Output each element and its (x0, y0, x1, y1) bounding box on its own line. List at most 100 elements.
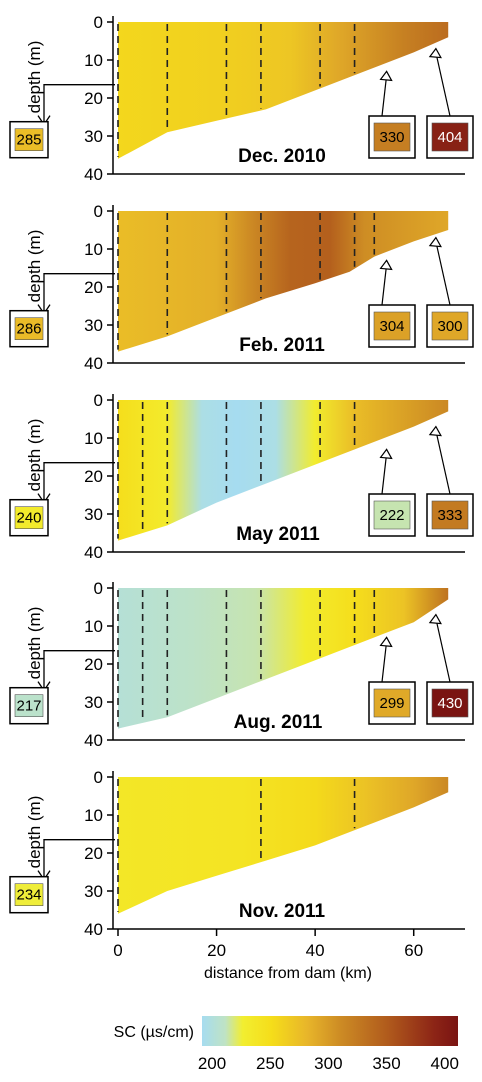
panel-3: 0 10 20 30 40 depth (m) May 2011 240 222 333 (9, 391, 474, 562)
panel-4: 0 10 20 30 40 depth (m) Aug. 2011 217 299 430 (9, 579, 474, 750)
colorbar-label: SC (µs/cm) (114, 1024, 194, 1041)
sc-value-swatch (373, 688, 411, 718)
x-tick-label: 20 (207, 941, 226, 960)
x-tick-label: 60 (404, 941, 423, 960)
dam-callout-arrow (43, 273, 115, 314)
sc-value-label: 234 (16, 887, 41, 904)
colorbar-tick-label: 400 (431, 1054, 459, 1073)
sc-value-swatch (373, 311, 411, 341)
sc-value-label: 330 (379, 129, 404, 146)
callout-arrow-head (428, 613, 442, 625)
y-tick-label: 40 (84, 731, 103, 750)
callout-pointer (381, 641, 388, 683)
sc-value-swatch (431, 122, 469, 152)
sc-cross-section (118, 777, 449, 914)
callout-arrow-head (379, 448, 393, 460)
callout-pointer (381, 264, 388, 306)
sc-cross-section (118, 400, 449, 541)
y-axis-title: depth (m) (25, 419, 44, 492)
y-tick-label: 30 (84, 127, 103, 146)
sc-value-label: 304 (379, 318, 404, 335)
sc-value-swatch (431, 311, 469, 341)
callout-arrow-head (428, 425, 442, 437)
panel-title: Aug. 2011 (234, 712, 323, 733)
panel-1: 0 10 20 30 40 depth (m) Dec. 2010 285 330 404 (9, 13, 474, 184)
y-tick-label: 30 (84, 882, 103, 901)
colorbar-tick-label: 200 (198, 1054, 226, 1073)
dam-callout-arrow (43, 650, 115, 691)
sc-value-swatch (14, 128, 44, 151)
sc-value-label: 299 (379, 695, 404, 712)
panel-title: May 2011 (236, 524, 320, 545)
y-axis-title: depth (m) (25, 230, 44, 303)
colorbar: SC (µs/cm)200 250 300 350 400 (114, 1016, 459, 1073)
sc-value-swatch (14, 506, 44, 530)
sc-cross-section (118, 588, 449, 729)
y-tick-label: 0 (94, 391, 103, 410)
y-tick-label: 10 (84, 240, 103, 259)
y-tick-label: 40 (84, 354, 103, 373)
y-tick-label: 30 (84, 505, 103, 524)
y-tick-label: 20 (84, 89, 103, 108)
callout-arrow-head (428, 47, 442, 59)
y-tick-label: 20 (84, 278, 103, 297)
sc-value-label: 217 (16, 698, 41, 715)
x-tick-label: 40 (306, 941, 325, 960)
y-tick-label: 0 (94, 579, 103, 598)
y-axis-title: depth (m) (25, 607, 44, 680)
sc-value-label: 240 (16, 510, 41, 527)
sc-value-label: 300 (437, 318, 462, 335)
y-tick-label: 40 (84, 543, 103, 562)
sc-value-swatch (431, 688, 469, 718)
sc-cross-section (118, 22, 449, 159)
callout-pointer (381, 75, 388, 117)
y-tick-label: 20 (84, 655, 103, 674)
colorbar-gradient (202, 1016, 458, 1046)
y-tick-label: 20 (84, 467, 103, 486)
panel-5: 0 10 20 30 40 depth (m) Nov. 2011 234 (9, 768, 465, 939)
callout-pointer (435, 618, 451, 683)
y-tick-label: 30 (84, 693, 103, 712)
sc-value-swatch (373, 122, 411, 152)
callout-pointer (435, 52, 451, 117)
sc-value-label: 430 (437, 695, 462, 712)
sc-value-swatch (14, 317, 44, 341)
sc-cross-section (118, 211, 449, 352)
y-tick-label: 10 (84, 806, 103, 825)
panel-2: 0 10 20 30 40 depth (m) Feb. 2011 286 304 300 (9, 202, 474, 373)
y-axis-title: depth (m) (25, 41, 44, 114)
sc-value-label: 222 (379, 507, 404, 524)
dam-callout-arrow (43, 84, 115, 125)
y-tick-label: 30 (84, 316, 103, 335)
x-tick-label: 0 (113, 941, 122, 960)
y-tick-label: 0 (94, 202, 103, 221)
y-tick-label: 20 (84, 844, 103, 863)
panel-title: Nov. 2011 (239, 901, 326, 922)
colorbar-tick-label: 250 (256, 1054, 284, 1073)
shared-x-axis: 0 20 40 60 distance from dam (km) (113, 929, 423, 982)
sc-value-label: 333 (437, 507, 462, 524)
callout-pointer (381, 453, 388, 495)
sc-value-swatch (14, 694, 44, 718)
dam-callout-arrow (43, 462, 115, 503)
y-tick-label: 0 (94, 768, 103, 787)
sc-value-label: 404 (437, 129, 462, 146)
callout-pointer (435, 241, 451, 306)
colorbar-tick-label: 300 (314, 1054, 342, 1073)
y-tick-label: 0 (94, 13, 103, 32)
y-tick-label: 40 (84, 920, 103, 939)
sc-value-label: 286 (16, 321, 41, 338)
y-tick-label: 10 (84, 51, 103, 70)
sc-value-swatch (431, 500, 469, 530)
y-tick-label: 10 (84, 617, 103, 636)
panel-title: Feb. 2011 (239, 335, 325, 356)
y-axis-title: depth (m) (25, 796, 44, 869)
callout-pointer (435, 430, 451, 495)
callout-arrow-head (428, 236, 442, 248)
y-tick-label: 10 (84, 429, 103, 448)
sc-value-swatch (373, 500, 411, 530)
y-tick-label: 40 (84, 165, 103, 184)
panel-title: Dec. 2010 (238, 146, 326, 167)
